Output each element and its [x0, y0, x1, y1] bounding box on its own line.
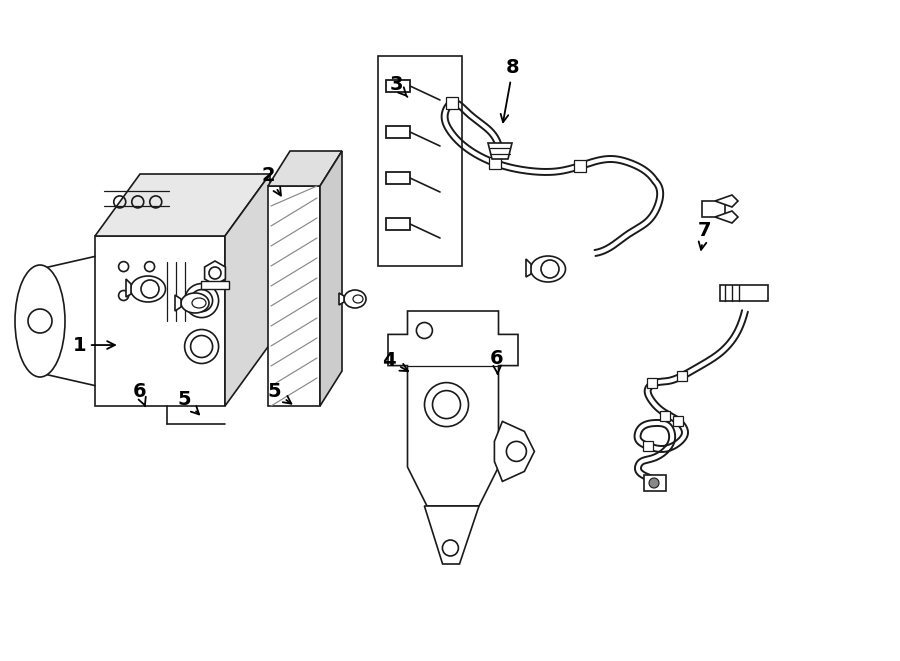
Polygon shape [204, 261, 225, 285]
Bar [647, 378, 657, 388]
Polygon shape [339, 293, 344, 305]
Text: 3: 3 [389, 75, 408, 97]
Polygon shape [388, 311, 518, 506]
Bar [386, 172, 410, 184]
Bar [378, 56, 462, 266]
Polygon shape [268, 151, 342, 186]
Polygon shape [175, 295, 181, 311]
Polygon shape [494, 422, 535, 481]
Ellipse shape [344, 290, 366, 308]
Polygon shape [702, 201, 725, 217]
Bar [386, 126, 410, 138]
Bar [660, 411, 670, 421]
Ellipse shape [192, 298, 206, 308]
Polygon shape [95, 174, 270, 236]
Bar [489, 157, 501, 169]
Polygon shape [488, 143, 512, 159]
Circle shape [184, 284, 219, 317]
Polygon shape [268, 186, 320, 406]
Bar [386, 218, 410, 230]
Ellipse shape [181, 293, 209, 313]
Bar [720, 285, 768, 301]
Circle shape [649, 478, 659, 488]
Polygon shape [320, 151, 342, 406]
Text: 6: 6 [490, 349, 504, 374]
Text: 4: 4 [382, 351, 408, 371]
Polygon shape [95, 236, 225, 406]
Bar [574, 160, 586, 172]
Bar [673, 416, 683, 426]
Ellipse shape [353, 295, 363, 303]
Bar [201, 281, 229, 289]
Polygon shape [715, 195, 738, 207]
Text: 5: 5 [177, 391, 199, 414]
Polygon shape [526, 259, 531, 277]
Text: 1: 1 [72, 336, 115, 354]
Text: 5: 5 [267, 382, 292, 404]
Ellipse shape [530, 256, 565, 282]
Circle shape [417, 323, 432, 338]
Circle shape [507, 442, 526, 461]
Circle shape [541, 260, 559, 278]
Text: 7: 7 [698, 221, 712, 250]
Text: 8: 8 [500, 58, 520, 122]
Polygon shape [225, 174, 270, 406]
Bar [643, 441, 653, 451]
Polygon shape [126, 279, 131, 297]
Circle shape [184, 329, 219, 364]
Bar [677, 371, 687, 381]
Polygon shape [715, 211, 738, 223]
Ellipse shape [130, 276, 166, 302]
Bar [446, 97, 458, 109]
Circle shape [425, 383, 469, 426]
Polygon shape [644, 475, 666, 491]
Text: 2: 2 [261, 166, 281, 196]
Bar [386, 80, 410, 92]
Text: 6: 6 [132, 382, 147, 407]
Polygon shape [425, 506, 479, 564]
Ellipse shape [15, 265, 65, 377]
Circle shape [141, 280, 159, 298]
